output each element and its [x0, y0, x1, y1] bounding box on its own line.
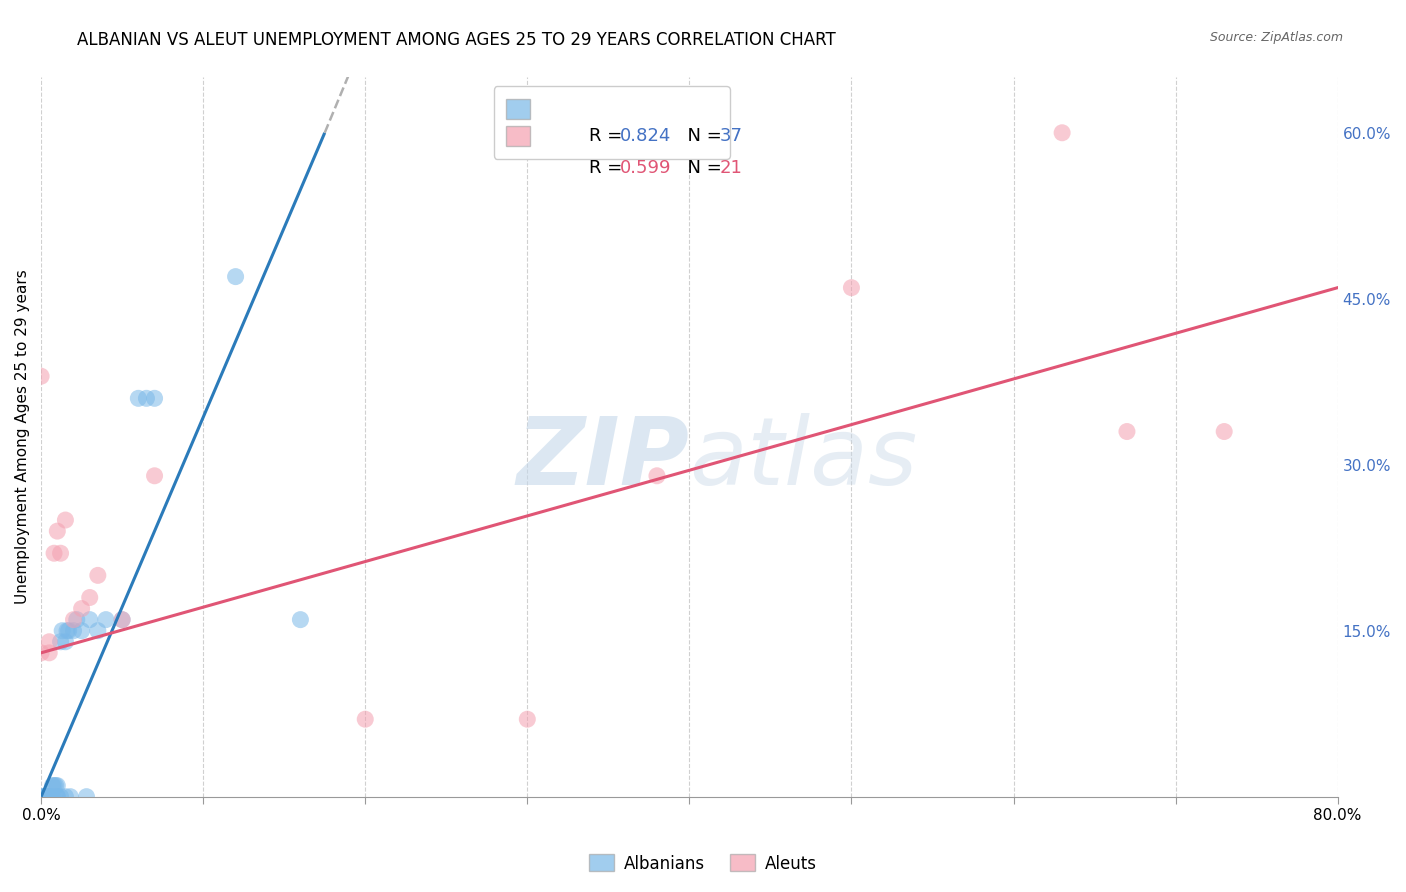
Point: [41, 789, 63, 804]
Point: [49, 789, 72, 804]
Point: [87, 624, 110, 638]
Point: [1050, 126, 1073, 140]
Point: [354, 712, 377, 726]
Point: [79, 591, 101, 605]
Point: [30, 789, 52, 804]
Point: [51, 624, 73, 638]
Point: [143, 392, 166, 406]
Text: 0.599: 0.599: [620, 159, 672, 178]
Point: [1116, 425, 1139, 439]
Point: [46, 779, 69, 793]
Point: [225, 269, 247, 284]
Point: [76, 789, 98, 804]
Point: [46, 789, 69, 804]
Point: [34, 789, 56, 804]
Point: [30, 369, 52, 384]
Point: [70, 601, 93, 615]
Point: [55, 789, 77, 804]
Point: [45, 779, 67, 793]
Text: 0.824: 0.824: [620, 128, 672, 145]
Text: ALBANIAN VS ALEUT UNEMPLOYMENT AMONG AGES 25 TO 29 YEARS CORRELATION CHART: ALBANIAN VS ALEUT UNEMPLOYMENT AMONG AGE…: [77, 31, 837, 49]
Y-axis label: Unemployment Among Ages 25 to 29 years: Unemployment Among Ages 25 to 29 years: [15, 269, 30, 605]
Point: [38, 646, 60, 660]
Point: [645, 468, 668, 483]
Point: [1213, 425, 1236, 439]
Point: [41, 779, 63, 793]
Text: N =: N =: [676, 128, 728, 145]
Text: atlas: atlas: [689, 413, 918, 504]
Point: [66, 613, 89, 627]
Point: [56, 624, 79, 638]
Point: [35, 789, 58, 804]
Text: ZIP: ZIP: [516, 413, 689, 505]
Text: R =: R =: [589, 159, 628, 178]
Point: [516, 712, 538, 726]
Point: [49, 634, 72, 648]
Point: [62, 613, 84, 627]
Text: R =: R =: [589, 128, 628, 145]
Text: N =: N =: [676, 159, 728, 178]
Point: [30, 789, 52, 804]
Point: [39, 789, 62, 804]
Point: [30, 646, 52, 660]
Point: [290, 613, 312, 627]
Point: [841, 281, 863, 295]
Point: [35, 789, 58, 804]
Point: [37, 789, 59, 804]
Point: [70, 624, 93, 638]
Text: 37: 37: [720, 128, 742, 145]
Point: [87, 568, 110, 582]
Text: Source: ZipAtlas.com: Source: ZipAtlas.com: [1209, 31, 1343, 45]
Point: [62, 624, 84, 638]
Point: [55, 513, 77, 527]
Point: [49, 546, 72, 560]
Point: [94, 613, 117, 627]
Legend: Albanians, Aleuts: Albanians, Aleuts: [582, 847, 824, 880]
Point: [46, 789, 69, 804]
Point: [111, 613, 134, 627]
Point: [42, 779, 65, 793]
Point: [58, 624, 80, 638]
Point: [42, 546, 65, 560]
Point: [38, 789, 60, 804]
Legend: R = 0.824    N = 37, R = 0.599    N = 21: R = 0.824 N = 37, R = 0.599 N = 21: [494, 87, 730, 159]
Point: [38, 789, 60, 804]
Point: [135, 392, 157, 406]
Point: [38, 634, 60, 648]
Point: [46, 524, 69, 538]
Text: 21: 21: [720, 159, 742, 178]
Point: [127, 392, 149, 406]
Point: [111, 613, 134, 627]
Point: [55, 634, 77, 648]
Point: [79, 613, 101, 627]
Point: [143, 468, 166, 483]
Point: [59, 789, 82, 804]
